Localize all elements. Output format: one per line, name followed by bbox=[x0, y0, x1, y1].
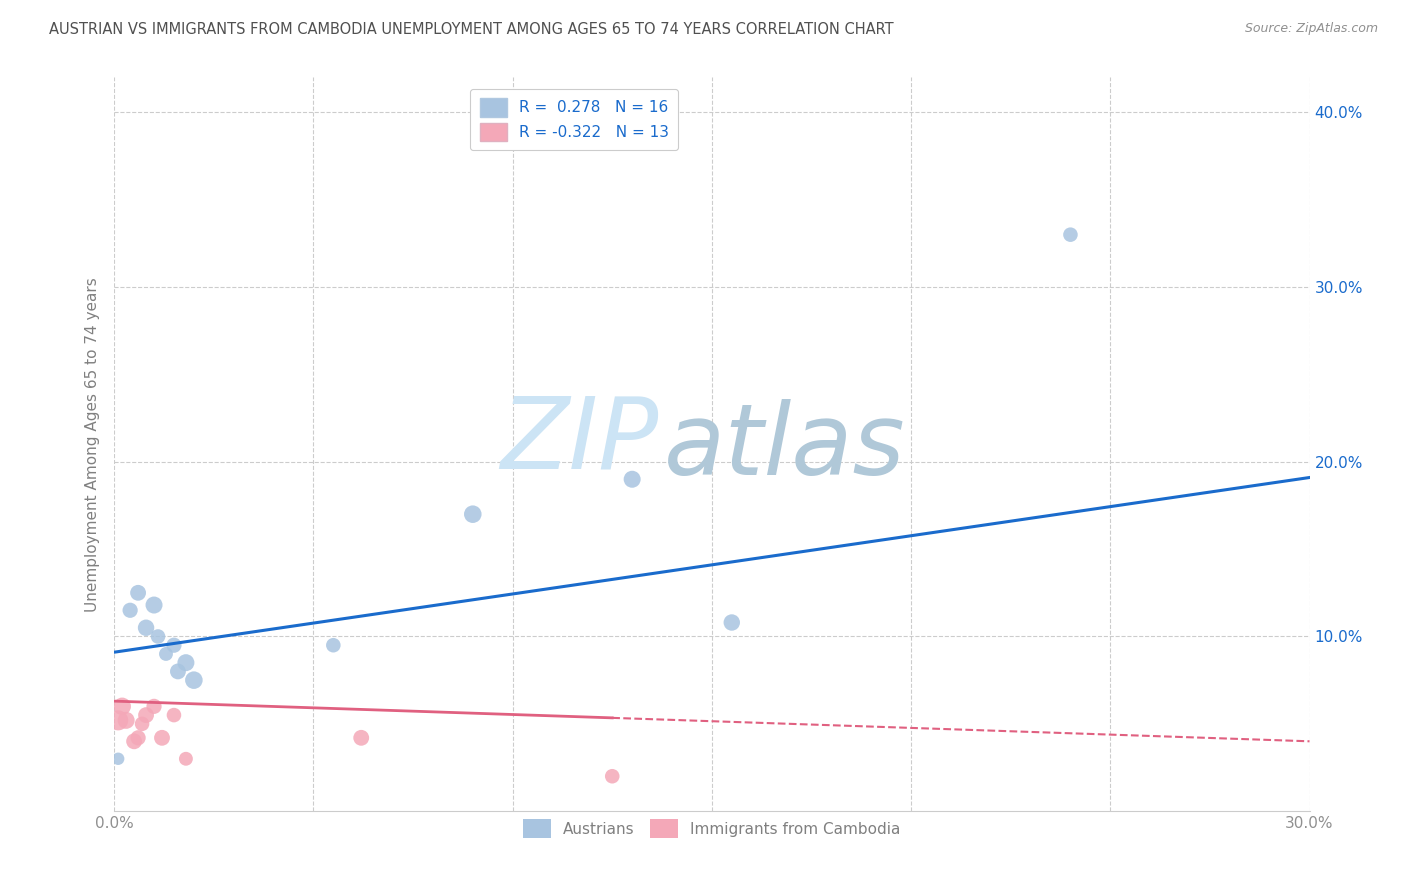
Point bbox=[1059, 227, 1081, 242]
Text: atlas: atlas bbox=[664, 400, 905, 497]
Point bbox=[163, 638, 186, 652]
Point bbox=[350, 731, 373, 745]
Point bbox=[167, 665, 190, 679]
Point bbox=[135, 621, 157, 635]
Point bbox=[621, 472, 644, 486]
Y-axis label: Unemployment Among Ages 65 to 74 years: Unemployment Among Ages 65 to 74 years bbox=[86, 277, 100, 612]
Legend: Austrians, Immigrants from Cambodia: Austrians, Immigrants from Cambodia bbox=[517, 813, 907, 844]
Point bbox=[155, 647, 177, 661]
Point bbox=[131, 716, 153, 731]
Point bbox=[120, 603, 142, 617]
Point bbox=[146, 630, 169, 644]
Point bbox=[322, 638, 344, 652]
Text: AUSTRIAN VS IMMIGRANTS FROM CAMBODIA UNEMPLOYMENT AMONG AGES 65 TO 74 YEARS CORR: AUSTRIAN VS IMMIGRANTS FROM CAMBODIA UNE… bbox=[49, 22, 894, 37]
Point bbox=[600, 769, 623, 783]
Point bbox=[174, 752, 197, 766]
Point bbox=[127, 586, 149, 600]
Point bbox=[107, 714, 129, 728]
Point bbox=[174, 656, 197, 670]
Point bbox=[122, 734, 145, 748]
Point bbox=[461, 507, 484, 521]
Point bbox=[107, 752, 129, 766]
Point bbox=[720, 615, 742, 630]
Point bbox=[111, 699, 134, 714]
Point bbox=[143, 598, 166, 612]
Text: ZIP: ZIP bbox=[499, 392, 658, 489]
Point bbox=[127, 731, 149, 745]
Text: Source: ZipAtlas.com: Source: ZipAtlas.com bbox=[1244, 22, 1378, 36]
Point bbox=[115, 714, 138, 728]
Point bbox=[150, 731, 173, 745]
Point bbox=[143, 699, 166, 714]
Point bbox=[183, 673, 205, 688]
Point bbox=[163, 708, 186, 723]
Point bbox=[135, 708, 157, 723]
